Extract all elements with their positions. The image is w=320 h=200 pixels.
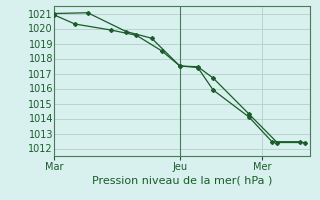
X-axis label: Pression niveau de la mer( hPa ): Pression niveau de la mer( hPa ) xyxy=(92,176,273,186)
